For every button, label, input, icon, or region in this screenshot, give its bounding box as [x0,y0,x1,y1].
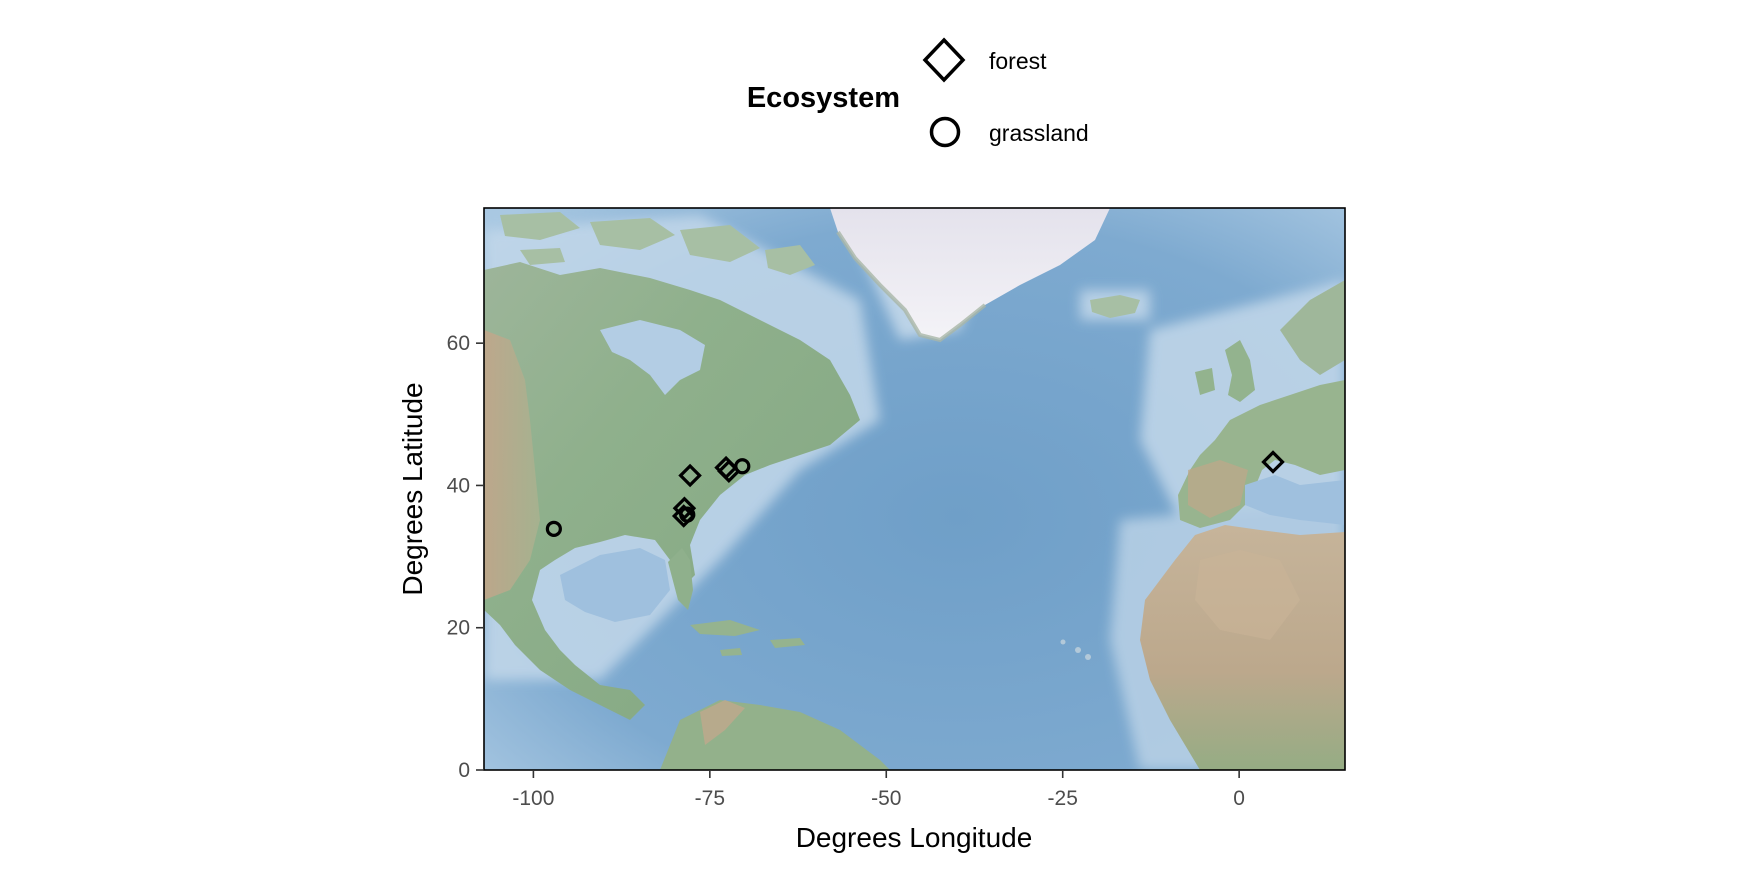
grassland-point [679,506,696,523]
iceland [1090,295,1140,318]
panel-border [483,207,1346,771]
mediterranean [1245,475,1345,525]
forest-point [672,496,697,520]
andes-relief [700,700,745,745]
x-tick-label: 0 [1233,787,1245,810]
grassland-point [545,520,562,537]
y-axis-title: Degrees Latitude [397,382,428,595]
legend: Ecosystem forest grassland [747,37,1089,148]
legend-title: Ecosystem [747,82,900,114]
y-tick-label: 60 [447,332,470,355]
forest-point [671,504,696,528]
x-tick-label: -50 [871,787,901,810]
british-isles [1195,340,1255,402]
grassland-point [734,458,751,475]
x-tick-label: -100 [512,787,554,810]
gulf-of-mexico [560,548,670,622]
forest-point [1261,450,1285,474]
legend-label-grassland: grassland [989,120,1089,146]
north-america [484,262,860,720]
y-tick-label: 40 [447,474,470,497]
greenland-coast [836,230,987,343]
hudson-bay [600,320,705,395]
rockies-relief [484,330,540,600]
greenland [830,208,1110,340]
x-axis: -100 -75 -50 -25 0 [512,770,1245,810]
data-points [545,450,1285,537]
canary-islands [1060,639,1091,660]
x-tick-label: -25 [1048,787,1078,810]
y-tick-label: 0 [458,759,470,782]
forest-point [678,463,702,488]
y-tick-label: 20 [447,617,470,640]
y-axis: 0 20 40 60 [447,332,484,782]
x-tick-label: -75 [695,787,725,810]
scandinavia [1280,280,1345,375]
africa [1140,525,1345,770]
caribbean-islands [690,620,805,656]
florida [668,548,693,610]
arctic-islands [500,212,815,275]
x-axis-title: Degrees Longitude [796,822,1033,853]
legend-key-grassland-circle [929,116,961,148]
map-panel [484,208,1345,770]
iberia-relief [1188,460,1248,518]
legend-label-forest: forest [989,48,1047,74]
africa-relief [1195,550,1300,640]
legend-key-forest-diamond [922,37,966,83]
